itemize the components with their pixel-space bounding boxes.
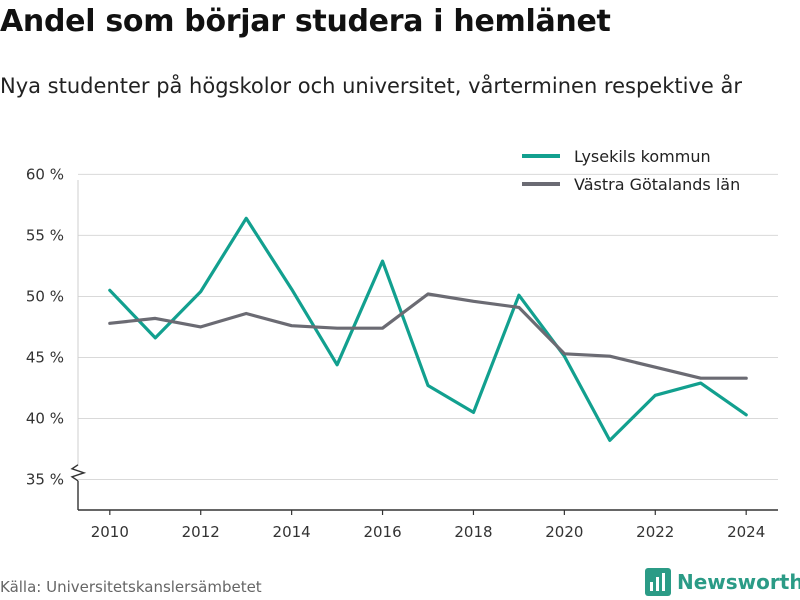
chart-subtitle: Nya studenter på högskolor och universit… <box>0 74 742 98</box>
x-tick-label: 2024 <box>727 523 765 541</box>
legend-label-2: Västra Götalands län <box>574 175 740 194</box>
series-lines <box>108 216 748 442</box>
y-tick-label: 60 % <box>26 165 64 183</box>
axis-break-icon <box>70 464 87 482</box>
legend: Lysekils kommun Västra Götalands län <box>522 147 740 194</box>
chart-title: Andel som börjar studera i hemlänet <box>0 4 611 39</box>
y-tick-label: 35 % <box>26 470 64 488</box>
x-tick-label: 2018 <box>454 523 492 541</box>
grid-lines <box>78 173 778 480</box>
x-tick-label: 2010 <box>91 523 129 541</box>
series-line-1 <box>108 216 748 442</box>
newsworthy-icon <box>645 568 671 596</box>
x-tick-label: 2020 <box>545 523 583 541</box>
brand-logo: Newsworthy <box>645 568 800 596</box>
series-line-2 <box>108 292 748 380</box>
y-tick-label: 45 % <box>26 348 64 366</box>
axes: 35 % 40 % 45 % 50 % 55 % 60 % 2010 2012 2014 2016… <box>26 165 778 541</box>
brand-name: Newsworthy <box>677 570 800 594</box>
y-tick-label: 50 % <box>26 287 64 305</box>
line-chart: 35 % 40 % 45 % 50 % 55 % 60 % 2010 2012 2014 2016… <box>26 147 778 541</box>
legend-label-1: Lysekils kommun <box>574 147 711 166</box>
x-tick-label: 2022 <box>636 523 674 541</box>
source-note: Källa: Universitetskanslersämbetet <box>0 578 262 596</box>
y-tick-label: 55 % <box>26 226 64 244</box>
x-tick-label: 2014 <box>273 523 311 541</box>
x-tick-label: 2016 <box>363 523 401 541</box>
x-tick-label: 2012 <box>182 523 220 541</box>
y-tick-label: 40 % <box>26 409 64 427</box>
